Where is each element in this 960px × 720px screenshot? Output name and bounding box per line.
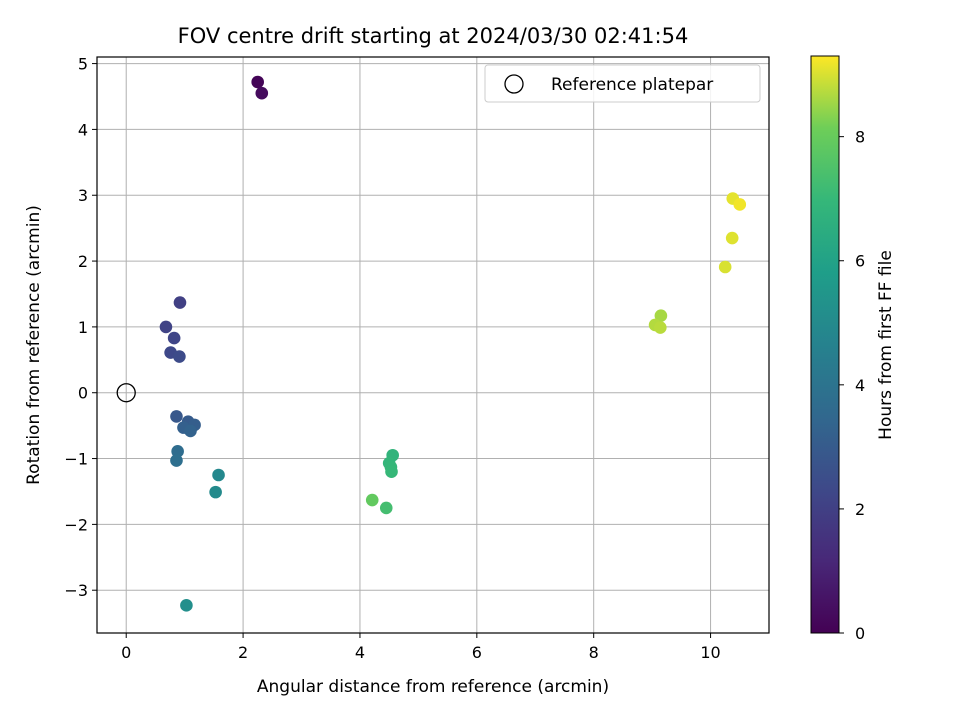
y-tick-label: 0: [78, 384, 88, 403]
colorbar-tick-label: 4: [855, 376, 865, 395]
x-tick-label: 4: [355, 643, 365, 662]
colorbar: 0 2 4 6 8 Hours from first FF file: [810, 55, 896, 643]
y-tick-label: −1: [64, 450, 88, 469]
colorbar-gradient: [810, 55, 840, 634]
data-point: [654, 321, 667, 334]
colorbar-label: Hours from first FF file: [876, 250, 896, 440]
data-point: [159, 320, 173, 334]
y-tick-label: 2: [78, 252, 88, 271]
data-point: [173, 296, 187, 309]
data-point: [167, 331, 181, 345]
data-point: [173, 350, 186, 363]
data-point: [170, 410, 183, 423]
data-point: [251, 75, 264, 89]
colorbar-tick-label: 6: [855, 252, 865, 271]
y-tick-label: −2: [64, 515, 88, 534]
colorbar-tick-label: 0: [855, 624, 865, 643]
data-point: [654, 309, 668, 323]
x-tick-label: 0: [121, 643, 131, 662]
colorbar-tick-label: 2: [855, 500, 865, 519]
data-points: [159, 75, 747, 612]
colorbar-ticks: 0 2 4 6 8: [839, 128, 865, 643]
reference-point: [116, 383, 136, 403]
colorbar-tick-label: 8: [855, 128, 865, 147]
chart-title: FOV centre drift starting at 2024/03/30 …: [178, 24, 689, 48]
data-point: [718, 260, 732, 274]
x-tick-label: 8: [589, 643, 599, 662]
y-tick-label: 3: [78, 186, 88, 205]
data-point: [725, 231, 739, 245]
data-point: [184, 424, 197, 438]
data-point: [379, 501, 393, 515]
data-point: [212, 468, 225, 482]
legend-label: Reference platepar: [551, 75, 713, 95]
legend: Reference platepar: [484, 64, 761, 103]
x-tick-label: 2: [238, 643, 248, 662]
legend-box: [484, 64, 761, 103]
reference-marker: [116, 383, 136, 403]
y-tick-label: 1: [78, 318, 88, 337]
x-axis-label: Angular distance from reference (arcmin): [257, 677, 609, 697]
y-axis-label: Rotation from reference (arcmin): [24, 205, 44, 485]
y-axis-ticks: −3 −2 −1 0 1 2 3 4 5: [64, 55, 97, 600]
data-point: [733, 198, 747, 211]
plot-area-frame: [96, 56, 770, 634]
x-axis-ticks: 0 2 4 6 8 10: [121, 633, 721, 662]
x-tick-label: 10: [700, 643, 720, 662]
data-point: [171, 445, 184, 458]
data-point: [209, 485, 222, 499]
y-tick-label: 5: [78, 55, 88, 74]
legend-marker-icon: [504, 74, 524, 94]
data-point: [365, 493, 379, 507]
data-point: [170, 454, 183, 467]
data-point: [255, 86, 269, 100]
y-tick-label: 4: [78, 120, 88, 139]
data-point: [180, 599, 193, 612]
y-tick-label: −3: [64, 581, 88, 600]
data-point: [385, 465, 398, 479]
x-tick-label: 6: [472, 643, 482, 662]
